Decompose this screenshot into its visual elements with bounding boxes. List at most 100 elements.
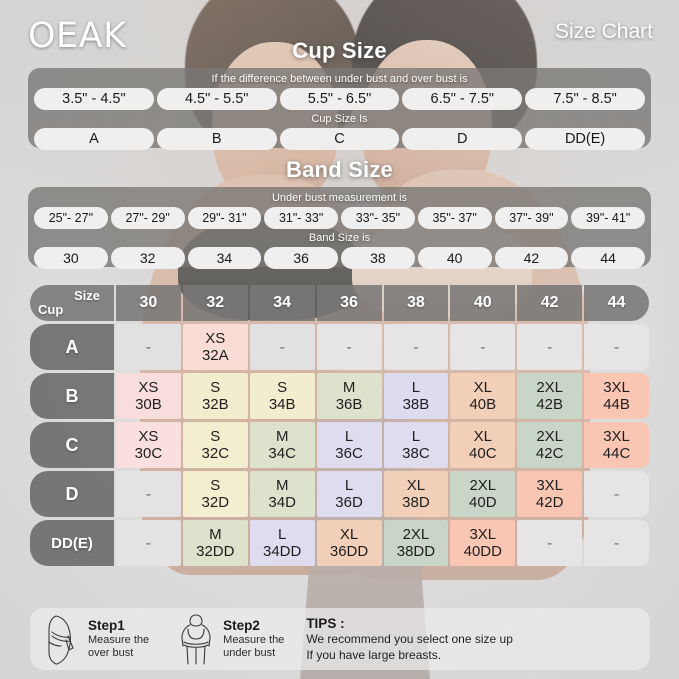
cell-size-label: 3XL (603, 379, 630, 396)
cell-size-label: S (210, 477, 221, 494)
cell-band-label: 32DD (196, 543, 235, 560)
cell-size-label: M (342, 379, 356, 396)
cell-size-label: XS (138, 379, 159, 396)
matrix-cell-DD(E)-40: 3XL 40DD (450, 520, 516, 566)
matrix-cell-C-34: M 34C (249, 422, 315, 468)
cell-band-label: 30C (134, 445, 163, 462)
matrix-cell-DD(E)-34: L 34DD (249, 520, 315, 566)
matrix-col-header-30: 30 (116, 285, 181, 321)
band-value-row: 30 32 34 36 38 40 42 44 (34, 247, 645, 269)
band-range-pill-0: 25"- 27" (34, 207, 108, 229)
table-row: DD(E) - M 32DD L 34DD XL 36DD 2XL 38DD 3XL 40DD - - (30, 520, 649, 566)
matrix-cell-A-42: - (517, 324, 583, 370)
matrix-col-header-34: 34 (249, 285, 315, 321)
tips-title: TIPS : (306, 616, 345, 631)
cell-size-label: L (411, 379, 421, 396)
cell-band-label: 30B (135, 396, 162, 413)
band-range-pill-2: 29"- 31" (187, 207, 262, 229)
cell-size-label: L (278, 526, 287, 543)
table-row: C XS 30C S 32C M 34C L 36C L 38C XL 40C 2XL 42C 3XL 44C (30, 422, 649, 468)
step-1-title: Step1 (88, 618, 125, 633)
matrix-cell-D-44: - (584, 471, 649, 517)
matrix-cell-C-42: 2XL 42C (517, 422, 583, 468)
cell-band-label: 44C (602, 445, 631, 462)
table-row: A - XS 32A - - - - - - (30, 324, 649, 370)
cup-value-pill-2: C (279, 128, 400, 150)
band-range-pill-5: 35"- 37" (417, 207, 492, 229)
matrix-cell-C-32: S 32C (182, 422, 248, 468)
cell-band-label: 34DD (263, 543, 302, 560)
matrix-cell-D-34: M 34D (249, 471, 315, 517)
size-matrix-body: A - XS 32A - - - - - - B XS 30B S 32B S 34B M 36B L 38B XL 40B… (30, 324, 649, 566)
brand-logo: OEAK (28, 16, 127, 56)
band-value-pill-3: 36 (264, 247, 338, 269)
cell-size-label: M (275, 428, 289, 445)
step-2-title: Step2 (223, 618, 260, 633)
cell-size-label: L (344, 477, 354, 494)
matrix-col-header-40: 40 (450, 285, 516, 321)
cell-size-label: 2XL (536, 379, 564, 396)
step-2-text: Step2 Measure the under bust (223, 618, 284, 660)
band-range-row: 25"- 27" 27"- 29" 29"- 31" 31"- 33" 33"- 35"… (34, 207, 645, 229)
cup-range-pill-2: 5.5" - 6.5" (279, 88, 400, 110)
step-2: Step2 Measure the under bust (175, 612, 284, 666)
cell-size-label: XS (138, 428, 159, 445)
band-range-pill-6: 37"- 39" (494, 207, 569, 229)
step-2-line1: Measure the (223, 634, 285, 646)
cup-size-panel: If the difference between under bust and… (28, 68, 651, 150)
matrix-cell-B-40: XL 40B (450, 373, 516, 419)
cell-size-label: L (344, 428, 354, 445)
footer-panel: Step1 Measure the over bust (30, 608, 650, 670)
table-row: B XS 30B S 32B S 34B M 36B L 38B XL 40B 2XL 42B 3XL 44B (30, 373, 649, 419)
band-value-pill-7: 44 (571, 247, 645, 269)
cell-size-label: 3XL (469, 526, 497, 543)
step-1: Step1 Measure the over bust (40, 612, 149, 666)
cell-band-label: 32A (201, 347, 229, 364)
cup-value-pill-4: DD(E) (525, 128, 645, 150)
matrix-cell-C-36: L 36C (316, 422, 382, 468)
step-1-text: Step1 Measure the over bust (88, 618, 149, 660)
cell-band-label: 42B (536, 396, 564, 413)
cell-size-label: XL (473, 428, 492, 445)
cell-band-label: 38C (402, 445, 430, 462)
cell-band-label: 36DD (329, 543, 369, 560)
table-header-row: Size Cup 30 32 34 36 38 40 42 44 (30, 285, 649, 321)
tips-block: TIPS : We recommend you select one size … (306, 615, 513, 663)
matrix-cell-A-36: - (316, 324, 382, 370)
matrix-cell-A-32: XS 32A (182, 324, 248, 370)
matrix-cell-A-34: - (249, 324, 315, 370)
matrix-row-header-C: C (30, 422, 114, 468)
matrix-row-header-B: B (30, 373, 114, 419)
matrix-col-header-38: 38 (383, 285, 449, 321)
matrix-row-header-DD(E): DD(E) (30, 520, 114, 566)
cell-band-label: 42C (535, 445, 564, 462)
band-range-pill-3: 31"- 33" (264, 207, 338, 229)
corner-size-label: Size (73, 288, 100, 303)
band-size-caption-top: Under bust measurement is (271, 192, 408, 204)
cell-size-label: XS (205, 330, 226, 347)
cell-band-label: 38B (402, 396, 430, 413)
matrix-cell-D-40: 2XL 40D (450, 471, 516, 517)
cup-value-row: A B C D DD(E) (34, 128, 645, 150)
matrix-cell-C-38: L 38C (383, 422, 449, 468)
matrix-cell-A-44: - (584, 324, 649, 370)
corner-cup-label: Cup (38, 302, 64, 317)
cell-band-label: 38D (402, 494, 430, 511)
cell-size-label: S (277, 379, 288, 396)
cup-value-pill-1: B (156, 128, 277, 150)
cell-size-label: M (275, 477, 289, 494)
matrix-cell-A-40: - (450, 324, 516, 370)
matrix-cell-B-30: XS 30B (116, 373, 181, 419)
cup-value-pill-3: D (402, 128, 523, 150)
matrix-row-header-A: A (30, 324, 114, 370)
page-title: Size Chart (554, 20, 653, 43)
band-value-pill-6: 42 (494, 247, 569, 269)
cell-size-label: XL (339, 526, 359, 543)
band-value-pill-2: 34 (187, 247, 262, 269)
size-matrix-head: Size Cup 30 32 34 36 38 40 42 44 (30, 285, 649, 321)
cell-band-label: 38DD (396, 543, 436, 560)
matrix-row-header-D: D (30, 471, 114, 517)
matrix-cell-D-38: XL 38D (383, 471, 449, 517)
matrix-cell-D-42: 3XL 42D (517, 471, 583, 517)
step-1-line1: Measure the (88, 634, 150, 646)
